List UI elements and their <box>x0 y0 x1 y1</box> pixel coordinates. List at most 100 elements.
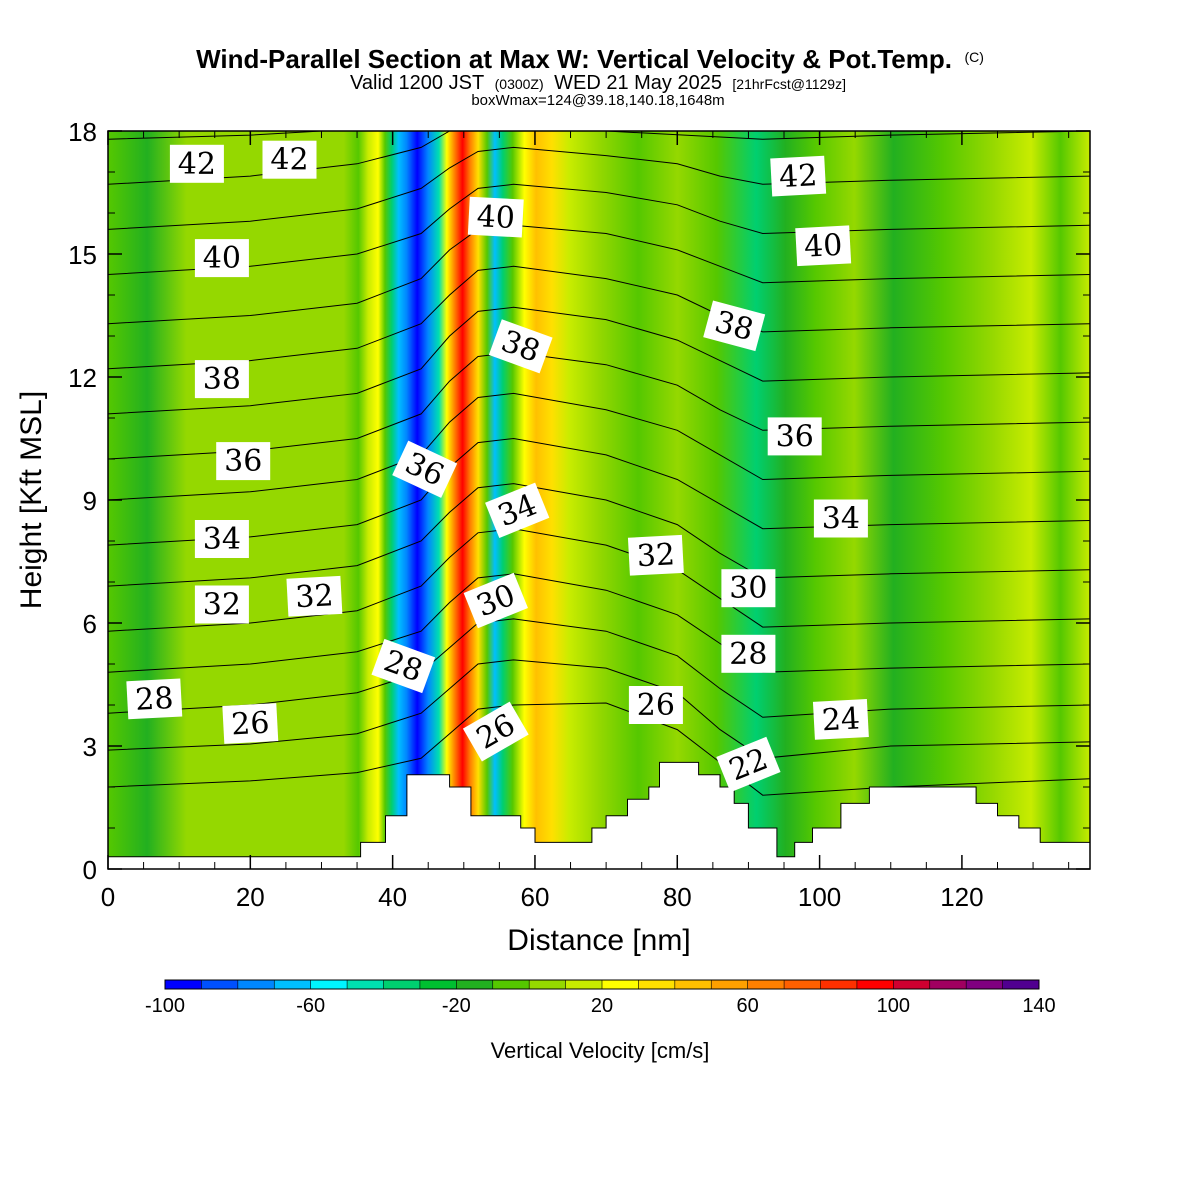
colorbar-swatch <box>674 980 712 989</box>
contour-label-bg <box>703 300 766 352</box>
terrain <box>107 761 1091 870</box>
colorbar-swatch <box>274 980 311 989</box>
isentrope-line <box>108 146 1090 230</box>
contour-label: 30 <box>721 569 776 608</box>
y-tick-label: 6 <box>83 609 97 639</box>
contour-label: 34 <box>813 499 868 538</box>
contour-label-text: 24 <box>821 701 861 738</box>
box-info: boxWmax=124@39.18,140.18,1648m <box>471 92 724 109</box>
colorbar: -100 -60 -20 20 60 100 140 <box>145 979 1056 1017</box>
colorbar-swatch <box>1002 980 1040 989</box>
contour-label-bg <box>194 520 249 558</box>
colorbar-swatch <box>529 980 566 989</box>
y-tick-label: 12 <box>68 363 97 393</box>
contour-label: 40 <box>467 196 524 238</box>
contour-label-text: 36 <box>776 419 814 454</box>
isentrope-line <box>108 392 1090 501</box>
contour-label-text: 32 <box>294 578 334 615</box>
contour-label-text: 40 <box>803 228 843 265</box>
x-axis-label: Distance [nm] <box>507 924 690 957</box>
svg-text:Valid 1200 JST (0300Z): Valid 1200 JST (0300Z) WED 21 May 2025 [… <box>350 72 846 94</box>
colorbar-swatch <box>966 980 1003 989</box>
contour-label: 42 <box>770 155 827 197</box>
contour-label-text: 38 <box>203 362 241 397</box>
colorbar-swatch <box>165 980 202 989</box>
isentrope-line <box>108 183 1090 275</box>
valid-zulu: (0300Z) <box>495 76 544 92</box>
contour-label: 30 <box>463 572 528 629</box>
x-tick-label: 0 <box>101 882 115 912</box>
x-tick-label: 40 <box>378 882 407 912</box>
colorbar-label: Vertical Velocity [cm/s] <box>491 1038 710 1063</box>
contour-label: 42 <box>262 140 317 179</box>
colorbar-swatch <box>419 980 457 989</box>
colorbar-tick-label: 100 <box>877 995 910 1017</box>
colorbar-swatch <box>893 980 931 989</box>
contour-label-text: 42 <box>778 158 818 195</box>
contour-label: 40 <box>194 239 249 278</box>
contour-label-bg <box>216 442 271 481</box>
colorbar-tick-label: 60 <box>737 995 759 1017</box>
contour-label-bg <box>627 534 684 576</box>
chart-title-mark: (C) <box>964 49 983 65</box>
colorbar-swatch <box>602 980 639 989</box>
y-tick-label: 0 <box>83 855 97 885</box>
contour-label: 32 <box>627 534 684 576</box>
contour-label-bg <box>628 686 683 724</box>
colorbar-tick-label: -60 <box>296 995 325 1017</box>
contour-label-bg <box>463 572 528 629</box>
colorbar-swatch <box>747 980 785 989</box>
forecast-info: [21hrFcst@1129z] <box>732 76 846 92</box>
colorbar-swatch <box>456 980 494 989</box>
svg-text:Wind-Parallel Section at Max W: Wind-Parallel Section at Max W: Vertical… <box>196 44 984 74</box>
isentrope-line <box>108 618 1090 718</box>
contour-label-bg <box>467 196 524 238</box>
colorbar-swatch <box>565 980 603 989</box>
contour-label-text: 32 <box>203 588 241 623</box>
contour-label-bg <box>194 239 249 278</box>
contour-label-bg <box>194 585 249 624</box>
colorbar-swatch <box>310 980 348 989</box>
contour-label: 28 <box>126 678 183 720</box>
contour-label-bg <box>194 360 249 399</box>
contour-label-text: 40 <box>476 199 516 236</box>
contour-label-bg <box>721 569 776 608</box>
chart-title: Wind-Parallel Section at Max W: Vertical… <box>196 44 952 74</box>
y-tick-label: 15 <box>68 240 97 270</box>
valid-date: WED 21 May 2025 <box>554 72 722 94</box>
contour-label: 34 <box>194 520 249 558</box>
colorbar-swatch <box>784 980 821 989</box>
contour-label: 36 <box>216 442 271 481</box>
y-axis-label: Height [Kft MSL] <box>15 391 48 609</box>
contour-label-bg <box>721 634 776 673</box>
contour-label: 32 <box>194 585 249 624</box>
colorbar-swatch <box>347 980 384 989</box>
contour-label: 26 <box>628 686 683 724</box>
colorbar-swatch <box>820 980 858 989</box>
contour-label-bg <box>371 638 436 694</box>
colorbar-swatch <box>929 980 967 989</box>
contour-label: 36 <box>767 417 822 456</box>
isentrope-line <box>108 437 1090 546</box>
contour-label-bg <box>222 703 279 744</box>
contour-label-bg <box>770 155 827 197</box>
isentrope-line <box>108 702 1090 796</box>
x-tick-label: 120 <box>940 882 983 912</box>
contour-label-text: 30 <box>729 571 767 606</box>
colorbar-swatch <box>383 980 421 989</box>
contour-label-text: 28 <box>729 637 767 672</box>
x-tick-label: 60 <box>520 882 549 912</box>
isentrope-line <box>108 265 1090 370</box>
contour-label-text: 26 <box>230 706 270 743</box>
contour-label-bg <box>392 440 458 498</box>
contour-label-text: 26 <box>637 688 675 723</box>
contour-label-bg <box>488 319 553 374</box>
isentrope-line <box>108 306 1090 415</box>
contour-label-bg <box>126 678 183 720</box>
y-tick-label: 3 <box>83 732 97 762</box>
contour-label: 38 <box>194 360 249 399</box>
colorbar-swatch <box>237 980 275 989</box>
colorbar-tick-label: -100 <box>145 995 185 1017</box>
